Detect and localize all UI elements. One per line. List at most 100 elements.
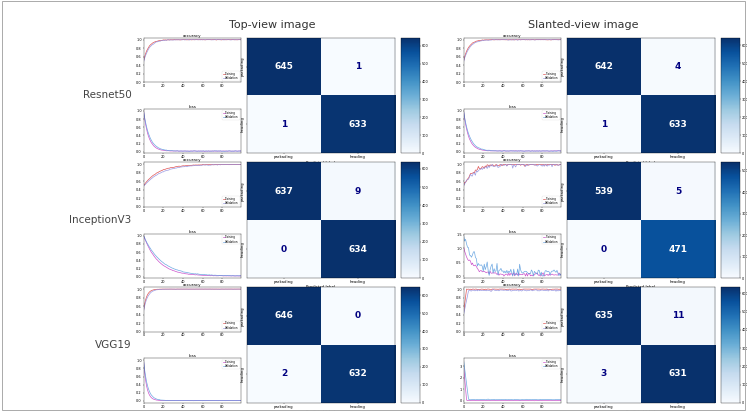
Validation bbox=[517, 148, 526, 153]
Training bbox=[510, 162, 519, 167]
Training bbox=[557, 398, 565, 403]
Title: loss: loss bbox=[188, 229, 196, 233]
Text: 1: 1 bbox=[355, 62, 361, 71]
Training bbox=[553, 286, 562, 291]
Line: Training: Training bbox=[464, 40, 561, 61]
Training bbox=[232, 286, 241, 291]
Validation bbox=[220, 162, 229, 167]
Validation bbox=[236, 148, 245, 153]
Training bbox=[236, 398, 245, 403]
Validation bbox=[510, 288, 519, 293]
Title: accuracy: accuracy bbox=[503, 34, 521, 37]
Validation bbox=[236, 286, 245, 291]
Validation bbox=[518, 270, 527, 275]
Legend: Training, Validation: Training, Validation bbox=[542, 321, 560, 330]
Title: loss: loss bbox=[508, 354, 516, 358]
Line: Training: Training bbox=[143, 111, 241, 151]
Title: accuracy: accuracy bbox=[183, 283, 202, 287]
Training bbox=[510, 287, 519, 292]
Text: 1: 1 bbox=[281, 120, 287, 129]
Title: accuracy: accuracy bbox=[183, 158, 202, 162]
Training bbox=[189, 148, 198, 153]
Line: Validation: Validation bbox=[464, 236, 561, 276]
Validation bbox=[232, 273, 241, 278]
Training bbox=[518, 272, 527, 277]
Line: Validation: Validation bbox=[464, 360, 561, 400]
Training bbox=[229, 37, 238, 42]
Training bbox=[161, 398, 170, 403]
Training bbox=[517, 148, 526, 153]
Training bbox=[462, 286, 471, 291]
Text: 539: 539 bbox=[595, 187, 613, 196]
Line: Validation: Validation bbox=[143, 289, 241, 311]
Validation bbox=[198, 286, 207, 291]
Validation bbox=[161, 287, 170, 292]
Validation bbox=[557, 273, 565, 278]
Line: Validation: Validation bbox=[464, 111, 561, 151]
Text: VGG19: VGG19 bbox=[95, 340, 131, 350]
Text: 632: 632 bbox=[349, 369, 368, 378]
Validation bbox=[548, 149, 557, 154]
Training bbox=[198, 286, 207, 291]
Validation bbox=[553, 397, 562, 402]
Text: 471: 471 bbox=[669, 245, 687, 254]
Training bbox=[158, 262, 167, 267]
Training bbox=[161, 265, 170, 270]
Training bbox=[229, 286, 238, 291]
Validation bbox=[510, 272, 519, 277]
Training bbox=[139, 109, 148, 113]
Validation bbox=[197, 398, 206, 403]
Title: loss: loss bbox=[508, 229, 516, 233]
Validation bbox=[459, 184, 468, 189]
Text: 0: 0 bbox=[281, 245, 287, 254]
X-axis label: Predicted label: Predicted label bbox=[306, 285, 335, 289]
Training bbox=[550, 287, 559, 292]
Line: Training: Training bbox=[464, 111, 561, 151]
Training bbox=[530, 398, 539, 403]
Validation bbox=[518, 397, 527, 402]
Validation bbox=[158, 259, 167, 264]
Training bbox=[459, 109, 468, 113]
Training bbox=[232, 149, 241, 154]
Validation bbox=[236, 273, 245, 278]
Validation bbox=[190, 287, 199, 292]
Line: Training: Training bbox=[143, 164, 241, 186]
Validation bbox=[459, 358, 468, 363]
Training bbox=[139, 183, 148, 188]
Line: Validation: Validation bbox=[143, 236, 241, 276]
Text: Slanted-view image: Slanted-view image bbox=[528, 20, 639, 30]
Validation bbox=[139, 109, 148, 113]
Training bbox=[197, 148, 206, 153]
Training bbox=[170, 37, 179, 42]
Training bbox=[139, 58, 148, 63]
Training bbox=[198, 37, 207, 42]
Training bbox=[158, 398, 167, 403]
Validation bbox=[158, 287, 167, 292]
Training bbox=[518, 162, 527, 167]
Training bbox=[197, 273, 206, 278]
Text: 637: 637 bbox=[274, 187, 294, 196]
Training bbox=[479, 287, 488, 292]
Training bbox=[482, 164, 491, 169]
Text: Top-view image: Top-view image bbox=[229, 20, 315, 30]
Text: 631: 631 bbox=[669, 369, 687, 378]
Training bbox=[478, 37, 487, 42]
Training bbox=[197, 162, 206, 167]
Validation bbox=[518, 288, 527, 293]
Validation bbox=[557, 149, 565, 154]
Training bbox=[553, 148, 562, 153]
Training bbox=[232, 162, 241, 167]
Validation bbox=[139, 358, 148, 363]
Text: 5: 5 bbox=[675, 187, 681, 196]
Line: Validation: Validation bbox=[464, 40, 561, 62]
Training bbox=[236, 273, 245, 278]
Validation bbox=[231, 273, 240, 278]
Text: 3: 3 bbox=[601, 369, 607, 378]
Validation bbox=[161, 38, 170, 43]
Validation bbox=[508, 274, 517, 279]
Training bbox=[483, 286, 492, 291]
Training bbox=[200, 149, 209, 154]
Training bbox=[518, 287, 527, 292]
Training bbox=[190, 37, 199, 42]
Validation bbox=[550, 397, 559, 402]
